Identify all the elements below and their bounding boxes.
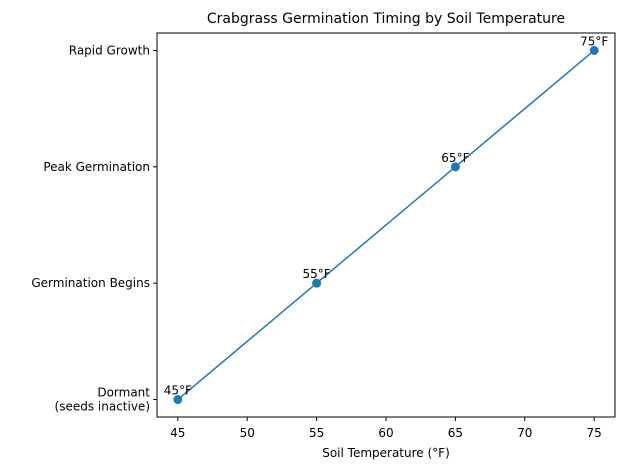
y-axis: Dormant (seeds inactive) Germination Begin… [31,43,157,414]
y-tick-label: Germination Begins [31,276,150,290]
data-point [173,395,183,405]
data-label: 45°F [164,384,192,398]
plot-area: 45°F 55°F 65°F 75°F [164,34,608,405]
x-axis-label: Soil Temperature (°F) [322,446,450,460]
y-tick-label: Peak Germination [43,160,150,174]
data-label: 65°F [441,151,469,165]
chart-title: Crabgrass Germination Timing by Soil Tem… [207,11,565,27]
series-line [177,49,595,401]
data-point [589,45,599,55]
x-tick-label: 75 [587,426,602,440]
x-axis: 45 50 55 60 65 70 75 [170,417,602,440]
x-tick-label: 70 [517,426,532,440]
x-tick-label: 65 [448,426,463,440]
x-tick-label: 50 [240,426,255,440]
y-tick-label: Dormant (seeds inactive) [55,386,151,414]
data-label: 75°F [580,34,608,48]
y-tick-label: Rapid Growth [69,43,150,57]
data-label: 55°F [303,267,331,281]
data-point [450,162,460,172]
x-tick-label: 55 [309,426,324,440]
x-tick-label: 45 [170,426,185,440]
data-point [312,278,322,288]
x-tick-label: 60 [378,426,393,440]
